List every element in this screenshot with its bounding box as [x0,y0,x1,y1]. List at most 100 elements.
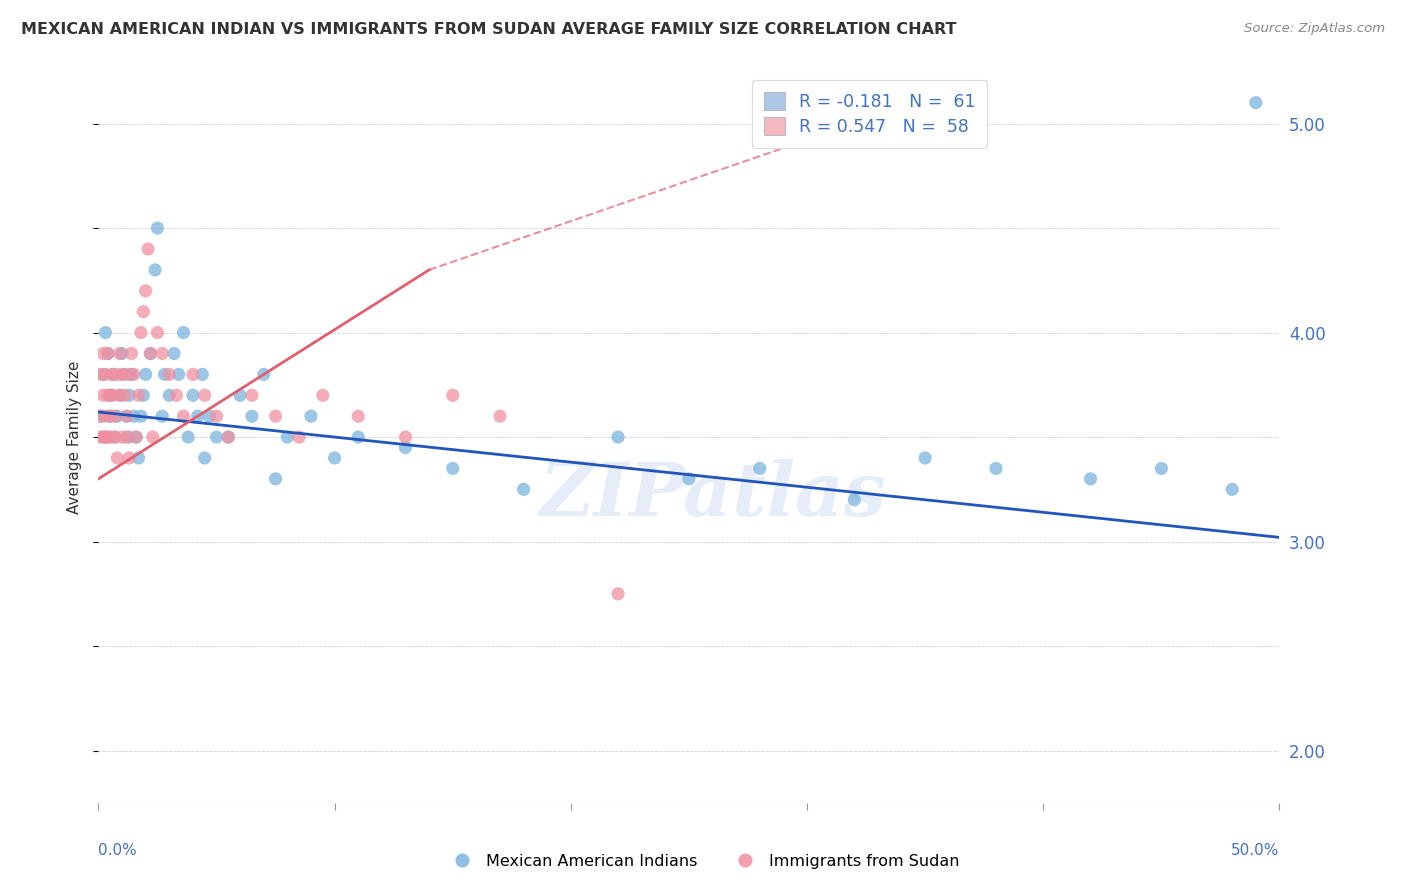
Point [181,368,204,382]
Point [229,388,252,402]
Point [105,409,128,424]
Point [94,430,117,444]
Point [143,263,166,277]
Point [163,346,186,360]
Point [157,368,180,382]
Point [91,346,114,360]
Point [94,430,117,444]
Text: Source: ZipAtlas.com: Source: ZipAtlas.com [1244,22,1385,36]
Point [136,242,159,256]
Point [129,409,152,424]
Point [1150,461,1173,475]
Point [323,450,346,465]
Point [748,461,770,475]
Point [607,587,630,601]
Point [129,326,152,340]
Point [125,430,148,444]
Point [150,409,173,424]
Point [135,368,157,382]
Point [118,450,141,465]
Point [205,409,228,424]
Point [194,388,217,402]
Point [198,409,221,424]
Point [108,388,131,402]
Point [101,368,124,382]
Point [118,430,141,444]
Point [276,430,298,444]
Legend: R = -0.181   N =  61, R = 0.547   N =  58: R = -0.181 N = 61, R = 0.547 N = 58 [752,80,987,148]
Y-axis label: Average Family Size: Average Family Size [67,360,83,514]
Point [165,388,187,402]
Point [111,430,134,444]
Point [489,409,512,424]
Point [111,346,134,360]
Point [191,368,214,382]
Point [264,472,287,486]
Point [125,430,148,444]
Point [97,430,120,444]
Point [91,388,114,402]
Point [115,409,138,424]
Point [97,346,120,360]
Point [194,450,217,465]
Text: 0.0%: 0.0% [98,843,138,858]
Point [264,409,287,424]
Point [104,430,127,444]
Point [142,430,165,444]
Point [217,430,239,444]
Point [157,388,180,402]
Point [94,368,117,382]
Point [146,221,169,235]
Point [91,430,114,444]
Point [172,409,194,424]
Point [347,430,370,444]
Point [1244,95,1267,110]
Point [101,388,124,402]
Text: ZIPatlas: ZIPatlas [538,459,886,532]
Point [205,430,228,444]
Point [153,368,176,382]
Point [98,409,121,424]
Text: 50.0%: 50.0% [1232,843,1279,858]
Point [132,388,155,402]
Point [1080,472,1102,486]
Point [108,346,131,360]
Point [115,409,138,424]
Point [150,346,173,360]
Text: MEXICAN AMERICAN INDIAN VS IMMIGRANTS FROM SUDAN AVERAGE FAMILY SIZE CORRELATION: MEXICAN AMERICAN INDIAN VS IMMIGRANTS FR… [21,22,956,37]
Point [253,368,276,382]
Point [90,409,112,424]
Point [97,388,120,402]
Point [128,388,150,402]
Point [98,409,121,424]
Point [91,368,114,382]
Point [90,409,112,424]
Point [115,430,138,444]
Point [678,472,700,486]
Point [139,346,162,360]
Legend: Mexican American Indians, Immigrants from Sudan: Mexican American Indians, Immigrants fro… [440,847,966,875]
Point [394,430,416,444]
Point [347,409,370,424]
Point [122,409,145,424]
Point [394,441,416,455]
Point [104,409,127,424]
Point [914,450,936,465]
Point [512,483,534,497]
Point [217,430,239,444]
Point [121,368,143,382]
Point [105,450,128,465]
Point [94,409,117,424]
Point [844,492,866,507]
Point [172,326,194,340]
Point [122,368,145,382]
Point [299,409,322,424]
Point [441,461,464,475]
Point [187,409,209,424]
Point [90,368,112,382]
Point [118,368,141,382]
Point [97,346,120,360]
Point [128,450,150,465]
Point [288,430,311,444]
Point [312,388,335,402]
